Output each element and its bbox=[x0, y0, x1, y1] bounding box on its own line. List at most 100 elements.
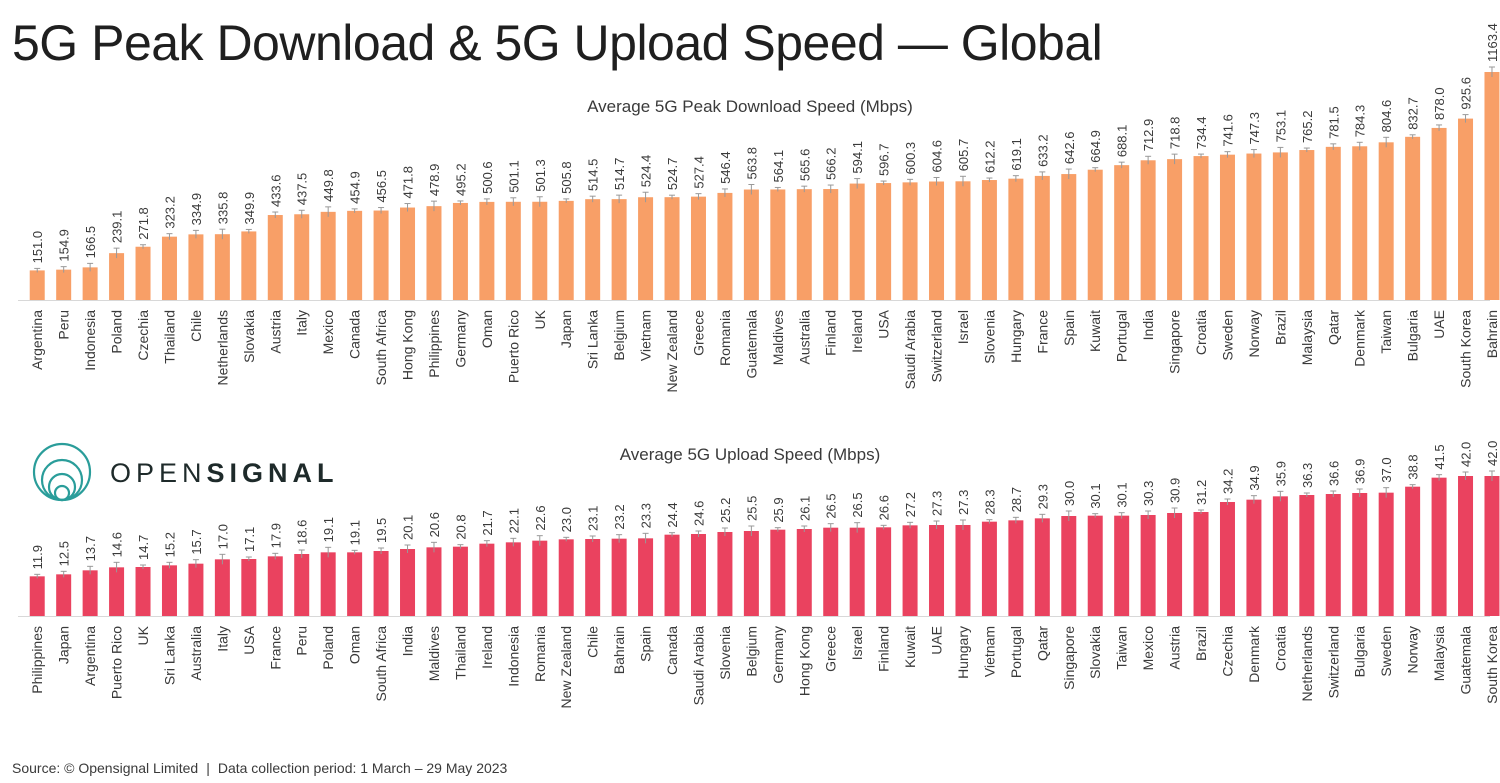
category-label: Malaysia bbox=[1299, 310, 1315, 365]
bar bbox=[690, 196, 706, 300]
bar bbox=[1246, 153, 1262, 300]
category-label: Philippines bbox=[29, 626, 45, 694]
bar bbox=[373, 551, 389, 616]
data-label: 527.4 bbox=[691, 156, 706, 189]
bar bbox=[1061, 174, 1077, 300]
category-label: Norway bbox=[1246, 310, 1262, 357]
bar bbox=[479, 201, 495, 300]
data-label: 564.1 bbox=[771, 150, 786, 183]
data-label: 433.6 bbox=[268, 174, 283, 207]
data-label: 26.6 bbox=[877, 495, 892, 520]
data-label: 594.1 bbox=[850, 141, 865, 174]
category-label: Argentina bbox=[29, 310, 45, 370]
bar bbox=[214, 559, 230, 616]
category-label: Netherlands bbox=[1299, 626, 1315, 702]
category-label: Taiwan bbox=[1378, 310, 1394, 354]
page-title: 5G Peak Download & 5G Upload Speed — Glo… bbox=[12, 15, 1103, 71]
category-label: Greece bbox=[690, 310, 706, 356]
bar bbox=[796, 529, 812, 616]
data-label: 600.3 bbox=[903, 142, 918, 175]
category-label: France bbox=[1034, 310, 1050, 354]
data-label: 22.6 bbox=[533, 505, 548, 530]
bar bbox=[1352, 146, 1368, 300]
category-label: Ireland bbox=[479, 626, 495, 669]
category-label: Kuwait bbox=[1087, 310, 1103, 352]
data-label: 804.6 bbox=[1379, 100, 1394, 133]
bar bbox=[1034, 175, 1050, 300]
category-label: UAE bbox=[929, 626, 945, 655]
bar bbox=[56, 269, 72, 300]
category-label: Mexico bbox=[1140, 626, 1156, 671]
bar bbox=[267, 556, 283, 616]
footer-period: Data collection period: 1 March – 29 May… bbox=[217, 760, 508, 776]
category-label: Puerto Rico bbox=[109, 626, 125, 699]
category-label: Switzerland bbox=[929, 310, 945, 382]
bar bbox=[1061, 516, 1077, 616]
bar bbox=[1484, 476, 1500, 616]
bar bbox=[161, 236, 177, 300]
data-label: 11.9 bbox=[30, 545, 45, 569]
data-label: 23.0 bbox=[559, 507, 574, 532]
category-label: India bbox=[1140, 310, 1156, 341]
bar bbox=[1008, 178, 1024, 300]
data-label: 36.9 bbox=[1353, 459, 1368, 484]
category-label: South Korea bbox=[1458, 310, 1474, 388]
data-label: 741.6 bbox=[1220, 114, 1235, 147]
category-label: Denmark bbox=[1246, 625, 1262, 683]
category-label: Bahrain bbox=[611, 626, 627, 674]
bar bbox=[664, 534, 680, 616]
bar bbox=[929, 525, 945, 616]
category-label: Sweden bbox=[1219, 310, 1235, 361]
category-label: India bbox=[400, 626, 416, 657]
category-label: Maldives bbox=[770, 310, 786, 365]
category-label: Finland bbox=[823, 310, 839, 356]
bar bbox=[690, 534, 706, 616]
bar bbox=[1114, 165, 1130, 300]
category-label: Qatar bbox=[1034, 626, 1050, 661]
category-label: Oman bbox=[479, 310, 495, 348]
data-label: 22.1 bbox=[506, 508, 521, 533]
bar bbox=[955, 181, 971, 300]
data-label: 23.1 bbox=[586, 506, 601, 531]
bar bbox=[770, 189, 786, 300]
category-label: Vietnam bbox=[981, 626, 997, 677]
bar bbox=[1219, 502, 1235, 616]
data-label: 151.0 bbox=[30, 231, 45, 264]
category-label: South Africa bbox=[373, 310, 389, 386]
category-label: Taiwan bbox=[1114, 626, 1130, 670]
data-label: 734.4 bbox=[1194, 117, 1209, 150]
data-label: 563.8 bbox=[744, 147, 759, 180]
category-label: Croatia bbox=[1193, 310, 1209, 355]
category-label: South Korea bbox=[1484, 626, 1500, 704]
data-label: 27.2 bbox=[903, 492, 918, 517]
bar bbox=[505, 201, 521, 300]
data-label: 505.8 bbox=[559, 161, 574, 194]
bar bbox=[981, 521, 997, 616]
bar bbox=[294, 214, 310, 300]
bar bbox=[400, 549, 416, 616]
bar bbox=[823, 189, 839, 300]
data-label: 712.9 bbox=[1141, 119, 1156, 152]
bar bbox=[452, 546, 468, 616]
category-label: Finland bbox=[876, 626, 892, 672]
category-label: Bulgaria bbox=[1405, 310, 1421, 362]
data-label: 29.3 bbox=[1035, 484, 1050, 509]
data-label: 30.9 bbox=[1168, 478, 1183, 503]
bar bbox=[135, 567, 151, 616]
bar bbox=[320, 552, 336, 616]
bar bbox=[981, 180, 997, 300]
chart-upload: Average 5G Upload Speed (Mbps) 11.9 Philip… bbox=[18, 441, 1500, 709]
bar bbox=[1352, 493, 1368, 616]
category-label: Thailand bbox=[452, 626, 468, 680]
data-label: 25.2 bbox=[718, 498, 733, 523]
category-label: Czechia bbox=[135, 310, 151, 361]
bar bbox=[241, 559, 257, 616]
opensignal-logo-icon bbox=[32, 442, 92, 502]
data-label: 524.7 bbox=[665, 158, 680, 191]
logo-text-light: OPEN bbox=[110, 458, 207, 488]
bar bbox=[135, 246, 151, 300]
data-label: 36.3 bbox=[1300, 463, 1315, 488]
data-label: 524.4 bbox=[639, 155, 654, 188]
footer: Source: © Opensignal Limited | Data collec… bbox=[12, 760, 507, 776]
opensignal-wordmark: OPENSIGNAL bbox=[110, 458, 339, 489]
